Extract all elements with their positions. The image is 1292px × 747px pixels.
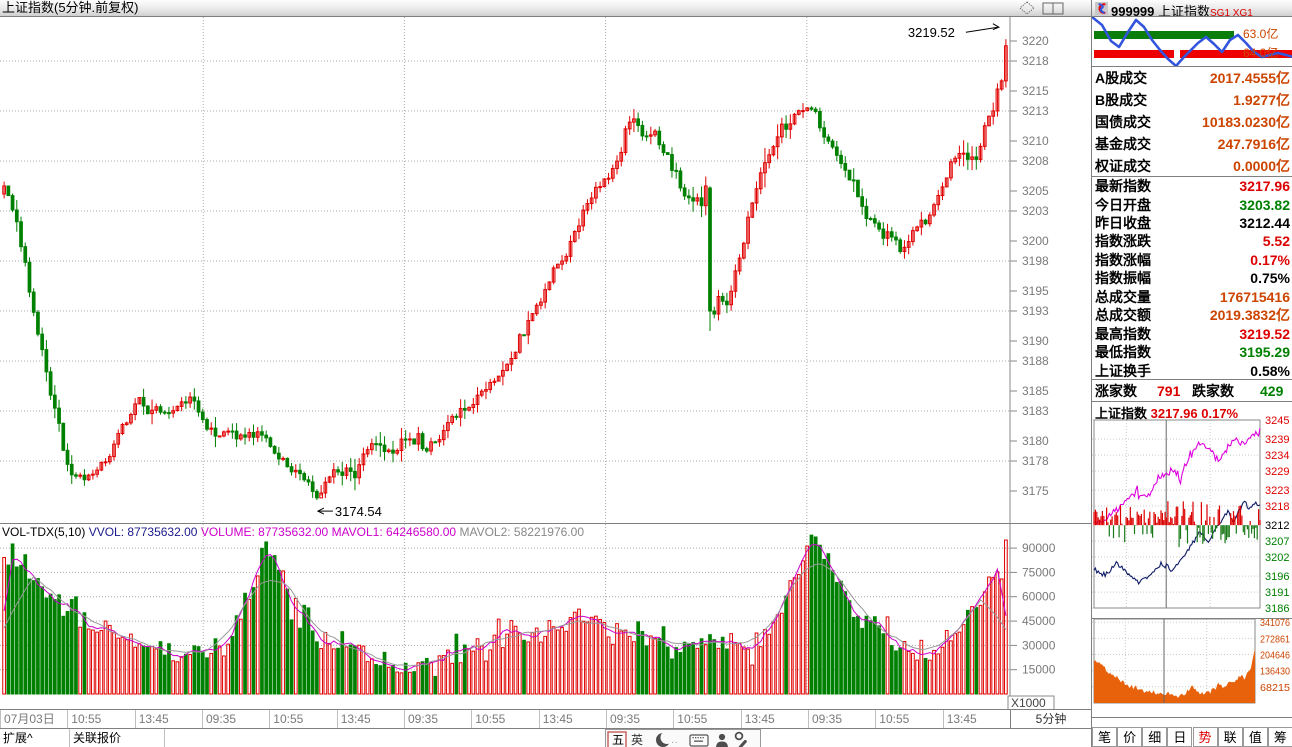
svg-text:3198: 3198 [1022, 254, 1049, 268]
svg-text:45000: 45000 [1022, 614, 1056, 628]
svg-text:3234: 3234 [1265, 450, 1289, 462]
svg-text:3183: 3183 [1022, 404, 1049, 418]
svg-text:272861: 272861 [1260, 633, 1290, 645]
svg-text:3196: 3196 [1265, 571, 1289, 583]
svg-text:3202: 3202 [1265, 552, 1289, 564]
svg-text:68215: 68215 [1260, 682, 1290, 694]
svg-text:64.0亿: 64.0亿 [1243, 45, 1278, 60]
svg-text:3193: 3193 [1022, 304, 1049, 318]
svg-text:3205: 3205 [1022, 184, 1049, 198]
svg-text:3208: 3208 [1022, 154, 1049, 168]
svg-text:3175: 3175 [1022, 484, 1049, 498]
svg-text:3223: 3223 [1265, 485, 1289, 497]
svg-text:3212: 3212 [1265, 520, 1289, 532]
svg-text:3186: 3186 [1265, 603, 1289, 615]
svg-text:··: ·· [671, 737, 678, 747]
svg-text:3210: 3210 [1022, 134, 1049, 148]
svg-text:3207: 3207 [1265, 536, 1289, 548]
svg-text:3188: 3188 [1022, 354, 1049, 368]
svg-text:英: 英 [631, 733, 643, 747]
svg-text:3203: 3203 [1022, 204, 1049, 218]
svg-text:3219.52: 3219.52 [908, 25, 955, 40]
svg-text:3191: 3191 [1265, 587, 1289, 599]
svg-text:136430: 136430 [1260, 666, 1290, 678]
svg-text:3245: 3245 [1265, 415, 1289, 427]
svg-text:204646: 204646 [1260, 650, 1290, 662]
svg-text:3239: 3239 [1265, 434, 1289, 446]
svg-text:3218: 3218 [1022, 54, 1049, 68]
svg-text:75000: 75000 [1022, 565, 1056, 579]
svg-text:3215: 3215 [1022, 84, 1049, 98]
svg-text:3180: 3180 [1022, 434, 1049, 448]
svg-text:3220: 3220 [1022, 34, 1049, 48]
svg-text:3178: 3178 [1022, 454, 1049, 468]
svg-text:五: 五 [612, 733, 624, 747]
svg-text:3185: 3185 [1022, 384, 1049, 398]
svg-text:3229: 3229 [1265, 466, 1289, 478]
svg-text:90000: 90000 [1022, 541, 1056, 555]
svg-text:30000: 30000 [1022, 638, 1056, 652]
svg-text:3174.54: 3174.54 [335, 504, 382, 519]
svg-text:3195: 3195 [1022, 284, 1049, 298]
svg-text:63.0亿: 63.0亿 [1243, 26, 1278, 41]
svg-text:3190: 3190 [1022, 334, 1049, 348]
svg-text:X1000: X1000 [1011, 696, 1046, 709]
svg-text:3200: 3200 [1022, 234, 1049, 248]
svg-text:3218: 3218 [1265, 501, 1289, 513]
svg-text:3213: 3213 [1022, 104, 1049, 118]
svg-text:341076: 341076 [1260, 619, 1290, 629]
svg-text:60000: 60000 [1022, 590, 1056, 604]
svg-text:15000: 15000 [1022, 663, 1056, 677]
